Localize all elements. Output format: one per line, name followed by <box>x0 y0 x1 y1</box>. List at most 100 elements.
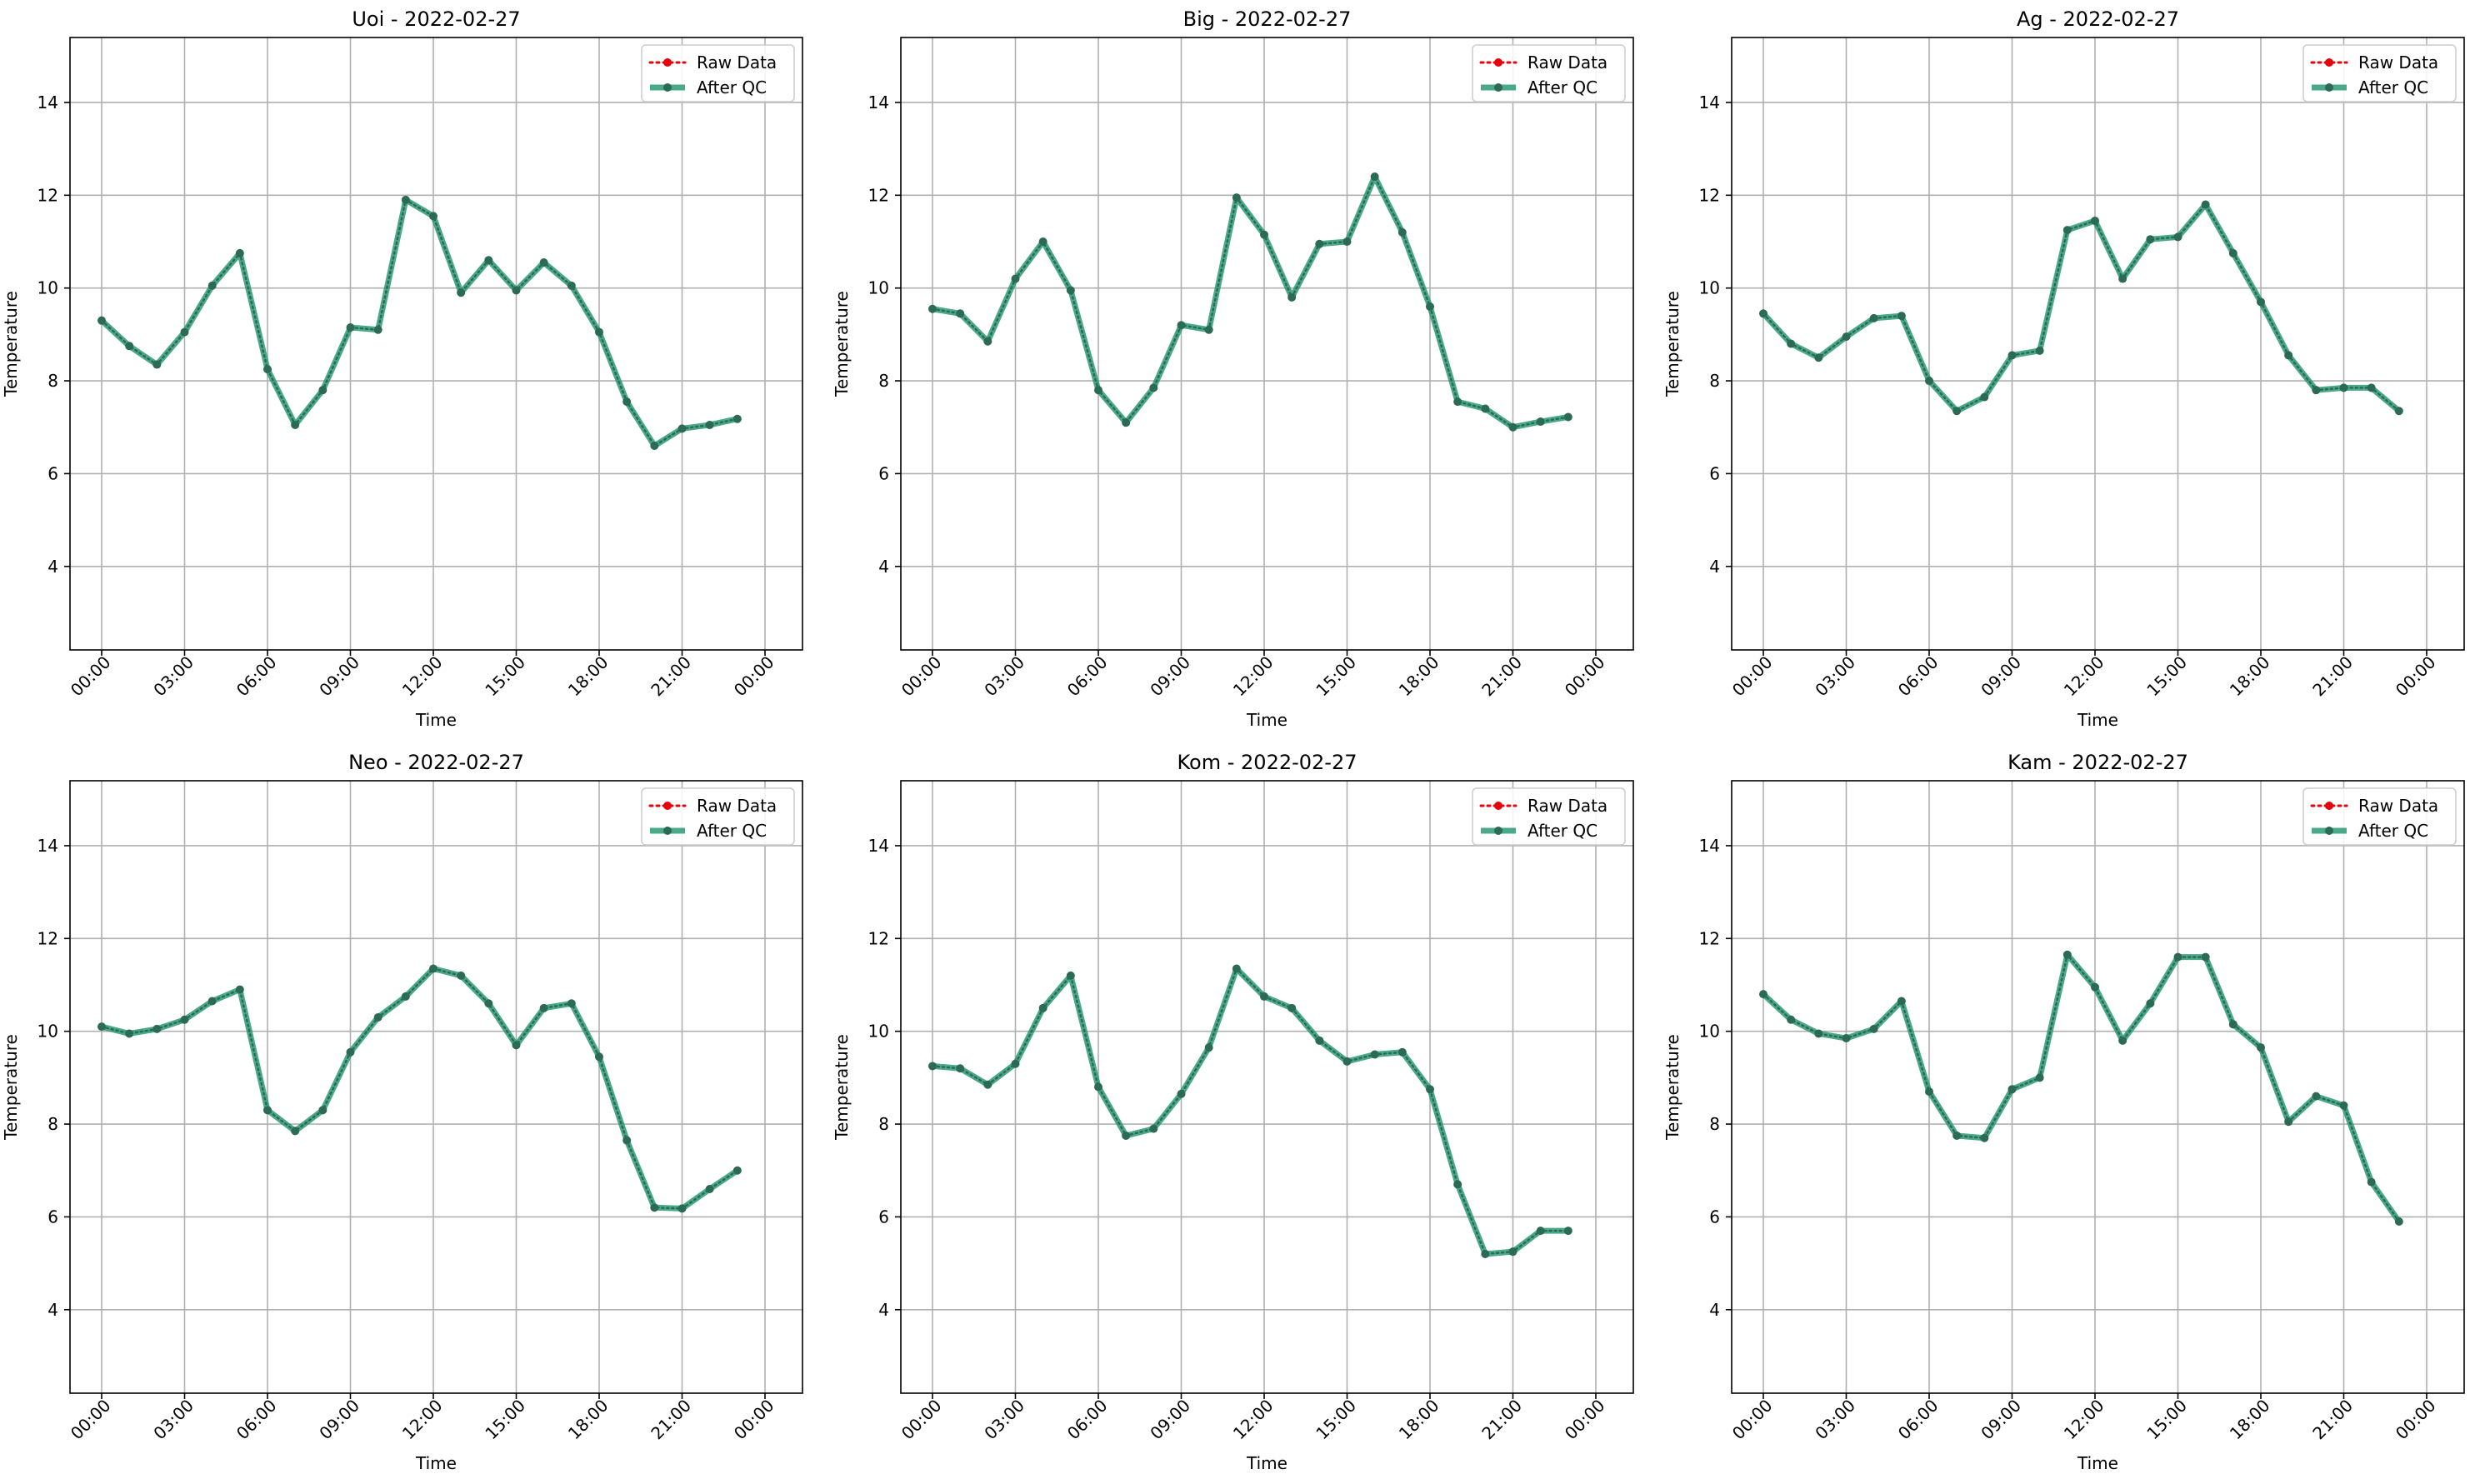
data-point <box>484 256 493 265</box>
data-point <box>208 997 217 1006</box>
x-tick-label: 03:00 <box>149 652 198 701</box>
data-point <box>2312 386 2321 395</box>
data-point <box>595 1052 603 1062</box>
data-point <box>291 1127 300 1136</box>
data-point <box>1204 1043 1213 1052</box>
legend-after-qc-marker <box>1494 83 1502 92</box>
data-point <box>678 1204 687 1213</box>
data-point <box>1508 422 1518 432</box>
data-point <box>1094 386 1102 395</box>
data-point <box>1869 1024 1878 1033</box>
x-tick-label: 21:00 <box>647 652 695 701</box>
data-point <box>373 1012 382 1022</box>
subplot-title: Big - 2022-02-27 <box>1183 7 1352 31</box>
y-tick-label: 6 <box>1709 463 1720 483</box>
x-tick-label: 15:00 <box>2142 1396 2191 1444</box>
data-point <box>1342 237 1352 246</box>
legend-raw-data-marker <box>663 802 672 810</box>
data-point <box>1315 239 1324 248</box>
x-tick-label: 06:00 <box>1063 1396 1112 1444</box>
y-tick-label: 14 <box>868 836 889 856</box>
y-tick-label: 12 <box>1699 928 1720 948</box>
legend-after-qc-label: After QC <box>1528 77 1598 97</box>
y-tick-label: 12 <box>868 185 889 205</box>
y-tick-label: 8 <box>878 371 889 391</box>
data-point <box>2339 1101 2348 1110</box>
data-point <box>2201 200 2210 209</box>
x-tick-label: 00:00 <box>1728 1396 1777 1444</box>
data-point <box>732 1166 742 1175</box>
y-tick-label: 10 <box>1699 278 1720 298</box>
subplot-title: Neo - 2022-02-27 <box>348 751 524 774</box>
legend-after-qc-marker <box>663 827 672 835</box>
y-tick-label: 8 <box>1709 371 1720 391</box>
data-point <box>705 420 714 429</box>
x-tick-label: 21:00 <box>1478 1396 1526 1444</box>
data-point <box>678 424 687 433</box>
data-point <box>1925 1087 1933 1097</box>
y-tick-label: 8 <box>878 1114 889 1134</box>
subplot-3: 4 6 8 10 12 14 00:00 03:00 06:00 09:00 12:00 15:00 1… <box>1662 7 2465 730</box>
y-tick-label: 8 <box>1709 1114 1720 1134</box>
legend: Raw Data After QC <box>1472 44 1626 102</box>
data-point <box>1260 230 1268 239</box>
data-point <box>928 304 937 313</box>
legend-after-qc-marker <box>1494 827 1502 835</box>
data-point <box>2091 982 2099 992</box>
data-point <box>318 1106 328 1115</box>
data-point <box>1370 1050 1379 1059</box>
data-point <box>401 992 410 1001</box>
data-point <box>1759 990 1768 999</box>
x-axis-label: Time <box>1246 1453 1288 1473</box>
data-point <box>2035 346 2044 355</box>
x-tick-label: 00:00 <box>2392 652 2440 701</box>
data-point <box>1869 313 1878 322</box>
x-tick-label: 18:00 <box>2226 652 2274 701</box>
data-point <box>318 386 328 395</box>
x-tick-label: 06:00 <box>1063 652 1112 701</box>
data-point <box>1094 1082 1102 1092</box>
x-tick-label: 12:00 <box>1229 1396 1278 1444</box>
data-point <box>1398 1047 1407 1057</box>
legend-after-qc-marker <box>2325 827 2333 835</box>
x-tick-label: 15:00 <box>481 1396 529 1444</box>
y-tick-label: 6 <box>878 463 889 483</box>
x-tick-label: 15:00 <box>481 652 529 701</box>
legend-after-qc-label: After QC <box>2358 821 2428 841</box>
y-tick-label: 8 <box>48 1114 58 1134</box>
y-tick-label: 12 <box>868 928 889 948</box>
data-point <box>1563 412 1572 422</box>
y-tick-label: 14 <box>38 836 58 856</box>
data-point <box>291 420 300 429</box>
subplot-5: 4 6 8 10 12 14 00:00 03:00 06:00 09:00 12:00 15:00 1… <box>832 751 1634 1473</box>
axes-frame <box>900 37 1634 651</box>
y-tick-label: 10 <box>868 1022 889 1042</box>
data-point <box>484 999 493 1008</box>
data-point <box>928 1062 937 1071</box>
data-point <box>2257 297 2265 307</box>
legend-after-qc-label: After QC <box>697 821 767 841</box>
legend: Raw Data After QC <box>2302 787 2457 846</box>
data-point <box>2146 999 2155 1008</box>
subplot-2: 4 6 8 10 12 14 00:00 03:00 06:00 09:00 12:00 15:00 1… <box>832 7 1634 730</box>
data-point <box>1897 312 1906 321</box>
data-point <box>983 1080 992 1089</box>
data-point <box>1897 997 1906 1006</box>
y-tick-label: 4 <box>878 1300 889 1320</box>
data-point <box>208 281 217 290</box>
x-tick-label: 18:00 <box>564 1396 612 1444</box>
data-point <box>235 985 244 994</box>
legend-raw-data-marker <box>1494 58 1502 67</box>
x-tick-label: 21:00 <box>647 1396 695 1444</box>
x-tick-label: 18:00 <box>564 652 612 701</box>
x-tick-label: 00:00 <box>898 1396 946 1444</box>
data-point <box>1814 353 1823 362</box>
data-point <box>1426 302 1434 311</box>
y-tick-label: 4 <box>1709 1300 1720 1320</box>
data-point <box>1011 1059 1020 1068</box>
x-tick-label: 09:00 <box>1146 652 1194 701</box>
data-point <box>1288 1003 1297 1012</box>
legend-after-qc-marker <box>663 83 672 92</box>
series-raw-data-line <box>1762 202 2401 412</box>
data-point <box>373 325 382 334</box>
